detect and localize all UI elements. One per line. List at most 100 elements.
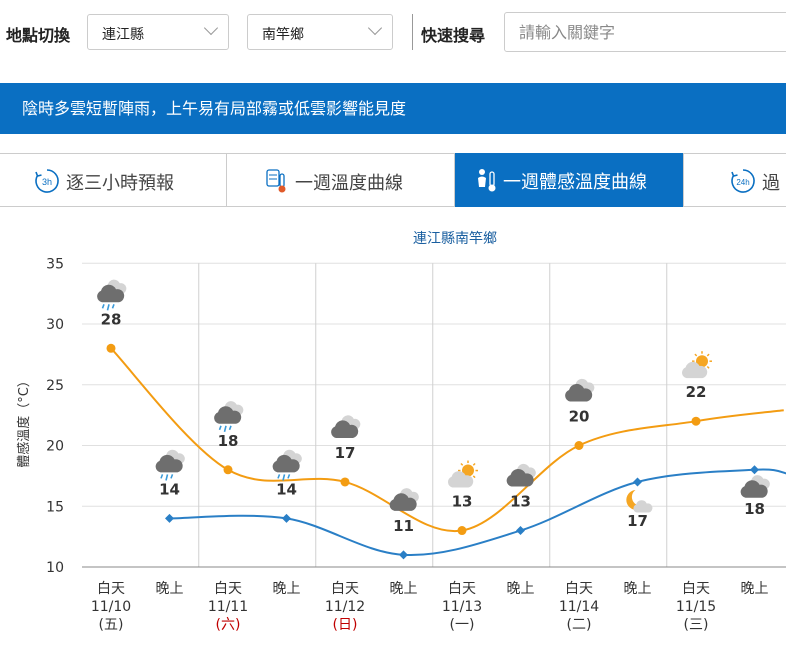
- forecast-banner: 陰時多雲短暫陣雨，上午易有局部霧或低雲影響能見度: [0, 83, 786, 134]
- y-tick-label: 20: [46, 439, 64, 455]
- night-point: [750, 465, 759, 475]
- cloud-shape: [633, 500, 653, 513]
- sun-shape: [696, 355, 708, 368]
- raindrop: [218, 425, 222, 431]
- township-select-value: 南竿鄉: [262, 27, 304, 43]
- x-tick-period: 白天: [214, 581, 242, 597]
- sun-ray: [472, 462, 476, 466]
- x-tick-period: 晚上: [390, 581, 418, 597]
- x-tick-weekday: (一): [450, 617, 475, 633]
- x-tick-date: 11/13: [442, 599, 482, 615]
- county-select[interactable]: 連江縣: [87, 14, 229, 50]
- raindrop: [277, 474, 281, 479]
- raindrop: [111, 304, 115, 309]
- x-tick-period: 晚上: [507, 581, 535, 597]
- x-tick-date: 11/12: [325, 599, 365, 615]
- value-label: 17: [335, 444, 356, 462]
- tab-label: 一週溫度曲線: [295, 173, 403, 194]
- raindrop: [101, 304, 105, 309]
- x-tick-weekday: (三): [684, 617, 709, 633]
- y-tick-label: 15: [46, 499, 64, 515]
- x-tick-period: 晚上: [273, 581, 301, 597]
- y-tick-label: 25: [46, 378, 64, 394]
- tab-past-24h[interactable]: 24h 過: [684, 154, 786, 206]
- cloudy-icon: [331, 415, 361, 438]
- sun-ray: [472, 475, 476, 479]
- raindrop: [228, 425, 232, 431]
- cloudy-icon: [389, 488, 419, 511]
- 24h-clock-icon: 24h: [731, 169, 755, 193]
- value-label: 28: [101, 310, 122, 328]
- tab-weekly-feels-like[interactable]: 一週體感溫度曲線: [455, 153, 684, 207]
- chart-title: 連江縣南竿鄉: [413, 231, 497, 247]
- cloudy-rain-icon: [272, 449, 302, 481]
- county-select-value: 連江縣: [102, 27, 144, 43]
- sun-shape: [462, 464, 474, 477]
- x-tick-date: 11/10: [91, 599, 131, 615]
- raindrop: [170, 474, 174, 479]
- 3h-clock-icon: 3h: [35, 169, 59, 193]
- tab-label: 一週體感溫度曲線: [503, 172, 647, 193]
- y-tick-label: 35: [46, 256, 64, 272]
- day-point: [457, 526, 467, 536]
- y-axis-label: 體感溫度（°C）: [16, 374, 32, 468]
- quick-search-label: 快速搜尋: [421, 26, 486, 45]
- sun-ray: [706, 353, 710, 357]
- tab-weekly-temperature[interactable]: 一週溫度曲線: [227, 154, 455, 206]
- chevron-down-icon: [203, 20, 219, 36]
- chevron-down-icon: [367, 20, 383, 36]
- value-label: 13: [510, 493, 531, 511]
- search-input[interactable]: [504, 12, 786, 52]
- value-label: 17: [627, 512, 648, 530]
- night-point: [282, 513, 291, 523]
- x-tick-period: 白天: [448, 581, 476, 597]
- sun-ray: [694, 353, 698, 357]
- night-point: [516, 526, 525, 536]
- x-tick-period: 白天: [97, 581, 125, 597]
- value-label: 18: [744, 500, 765, 518]
- value-label: 20: [569, 408, 590, 426]
- y-tick-label: 10: [46, 560, 64, 576]
- location-label: 地點切換: [6, 26, 71, 45]
- tab-bar: 3h 逐三小時預報 一週溫度曲線 一週體感溫度曲線 24h 過: [0, 153, 786, 207]
- x-tick-weekday: (六): [216, 617, 241, 633]
- svg-text:24h: 24h: [736, 178, 749, 187]
- sun-ray: [460, 462, 464, 466]
- x-tick-period: 晚上: [741, 581, 769, 597]
- x-tick-weekday: (二): [567, 617, 592, 633]
- tab-3hour-forecast[interactable]: 3h 逐三小時預報: [0, 154, 227, 206]
- x-tick-weekday: (日): [333, 617, 358, 633]
- x-tick-period: 白天: [565, 581, 593, 597]
- cloudy-rain-icon: [214, 401, 244, 432]
- night-series-line: [169, 468, 786, 557]
- day-series-line: [110, 347, 784, 533]
- raindrop: [165, 474, 169, 481]
- moon-shape: [626, 489, 646, 510]
- thermometer-icon: [266, 169, 286, 193]
- partly-sunny-icon: [447, 460, 478, 488]
- x-tick-date: 11/11: [208, 599, 248, 615]
- value-label: 14: [159, 480, 180, 498]
- x-tick-period: 白天: [331, 581, 359, 597]
- raindrop: [287, 474, 291, 479]
- y-tick-label: 30: [46, 317, 64, 333]
- value-label: 11: [393, 517, 414, 535]
- day-point: [223, 465, 233, 475]
- day-point: [340, 477, 350, 487]
- day-point: [106, 343, 116, 353]
- value-label: 14: [276, 480, 297, 498]
- night-point: [633, 477, 642, 487]
- svg-text:3h: 3h: [42, 177, 52, 187]
- raindrop: [223, 425, 227, 432]
- divider: [412, 14, 413, 50]
- x-tick-date: 11/15: [676, 599, 716, 615]
- night-point: [399, 550, 408, 560]
- value-label: 18: [218, 432, 239, 450]
- cloudy-icon: [740, 475, 770, 498]
- value-label: 22: [686, 383, 707, 401]
- raindrop: [160, 474, 164, 479]
- value-label: 13: [452, 493, 473, 511]
- location-bar: 地點切換 連江縣 南竿鄉 快速搜尋: [0, 0, 786, 66]
- township-select[interactable]: 南竿鄉: [247, 14, 393, 50]
- x-tick-period: 晚上: [624, 581, 652, 597]
